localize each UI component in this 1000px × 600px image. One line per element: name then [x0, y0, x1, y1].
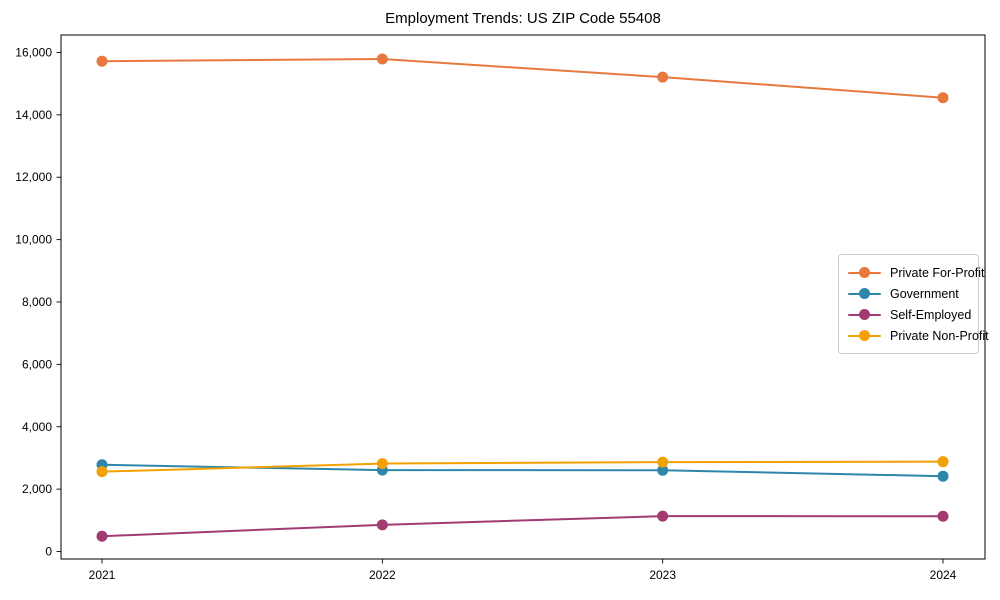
legend-item: Private For-Profit [848, 262, 984, 283]
legend-item: Self-Employed [848, 304, 972, 325]
y-axis-tick-label: 16,000 [15, 45, 52, 59]
x-axis-tick-label: 2022 [369, 568, 396, 582]
data-point-marker-private-for-profit [376, 53, 388, 65]
y-axis-tick-label: 6,000 [22, 357, 52, 371]
series-line-self-employed [101, 515, 944, 538]
legend-line-marker-icon [848, 330, 881, 341]
data-point-marker-self-employed [376, 519, 388, 531]
legend-line-marker-icon [848, 309, 881, 320]
legend-label: Government [890, 286, 959, 301]
data-point-marker-government [937, 470, 949, 482]
legend: Private For-Profit Government Self-Emplo… [838, 254, 989, 354]
data-point-marker-government [657, 464, 669, 476]
data-point-marker-private-non-profit [96, 466, 108, 478]
data-point-marker-private-non-profit [937, 456, 949, 468]
y-axis-tick-label: 10,000 [15, 233, 52, 247]
y-axis-tick-label: 4,000 [22, 420, 52, 434]
legend-item: Private Non-Profit [848, 325, 989, 346]
legend-line-marker-icon [848, 267, 881, 278]
x-axis-tick-label: 2024 [930, 568, 957, 582]
y-axis-tick-label: 8,000 [22, 295, 52, 309]
y-axis-tick-label: 14,000 [15, 108, 52, 122]
data-point-marker-private-non-profit [657, 456, 669, 468]
series-line-private-for-profit [101, 58, 944, 99]
legend-item: Government [848, 283, 969, 304]
y-axis-tick-label: 0 [45, 545, 52, 559]
x-axis-tick-label: 2023 [649, 568, 676, 582]
y-axis-tick-label: 2,000 [22, 482, 52, 496]
chart-title: Employment Trends: US ZIP Code 55408 [385, 10, 661, 27]
data-point-marker-self-employed [96, 530, 108, 542]
data-point-marker-self-employed [657, 510, 669, 522]
data-point-marker-private-for-profit [937, 92, 949, 104]
data-point-marker-private-for-profit [657, 71, 669, 83]
legend-label: Private Non-Profit [890, 328, 989, 343]
series-line-private-non-profit [101, 460, 944, 473]
data-point-marker-self-employed [937, 510, 949, 522]
legend-line-marker-icon [848, 288, 881, 299]
legend-label: Self-Employed [890, 307, 972, 322]
data-point-marker-private-for-profit [96, 55, 108, 67]
x-axis-tick-label: 2021 [89, 568, 116, 582]
legend-label: Private For-Profit [890, 265, 985, 280]
plot-border [60, 34, 986, 560]
y-axis-tick-label: 12,000 [15, 170, 52, 184]
data-point-marker-private-non-profit [376, 458, 388, 470]
